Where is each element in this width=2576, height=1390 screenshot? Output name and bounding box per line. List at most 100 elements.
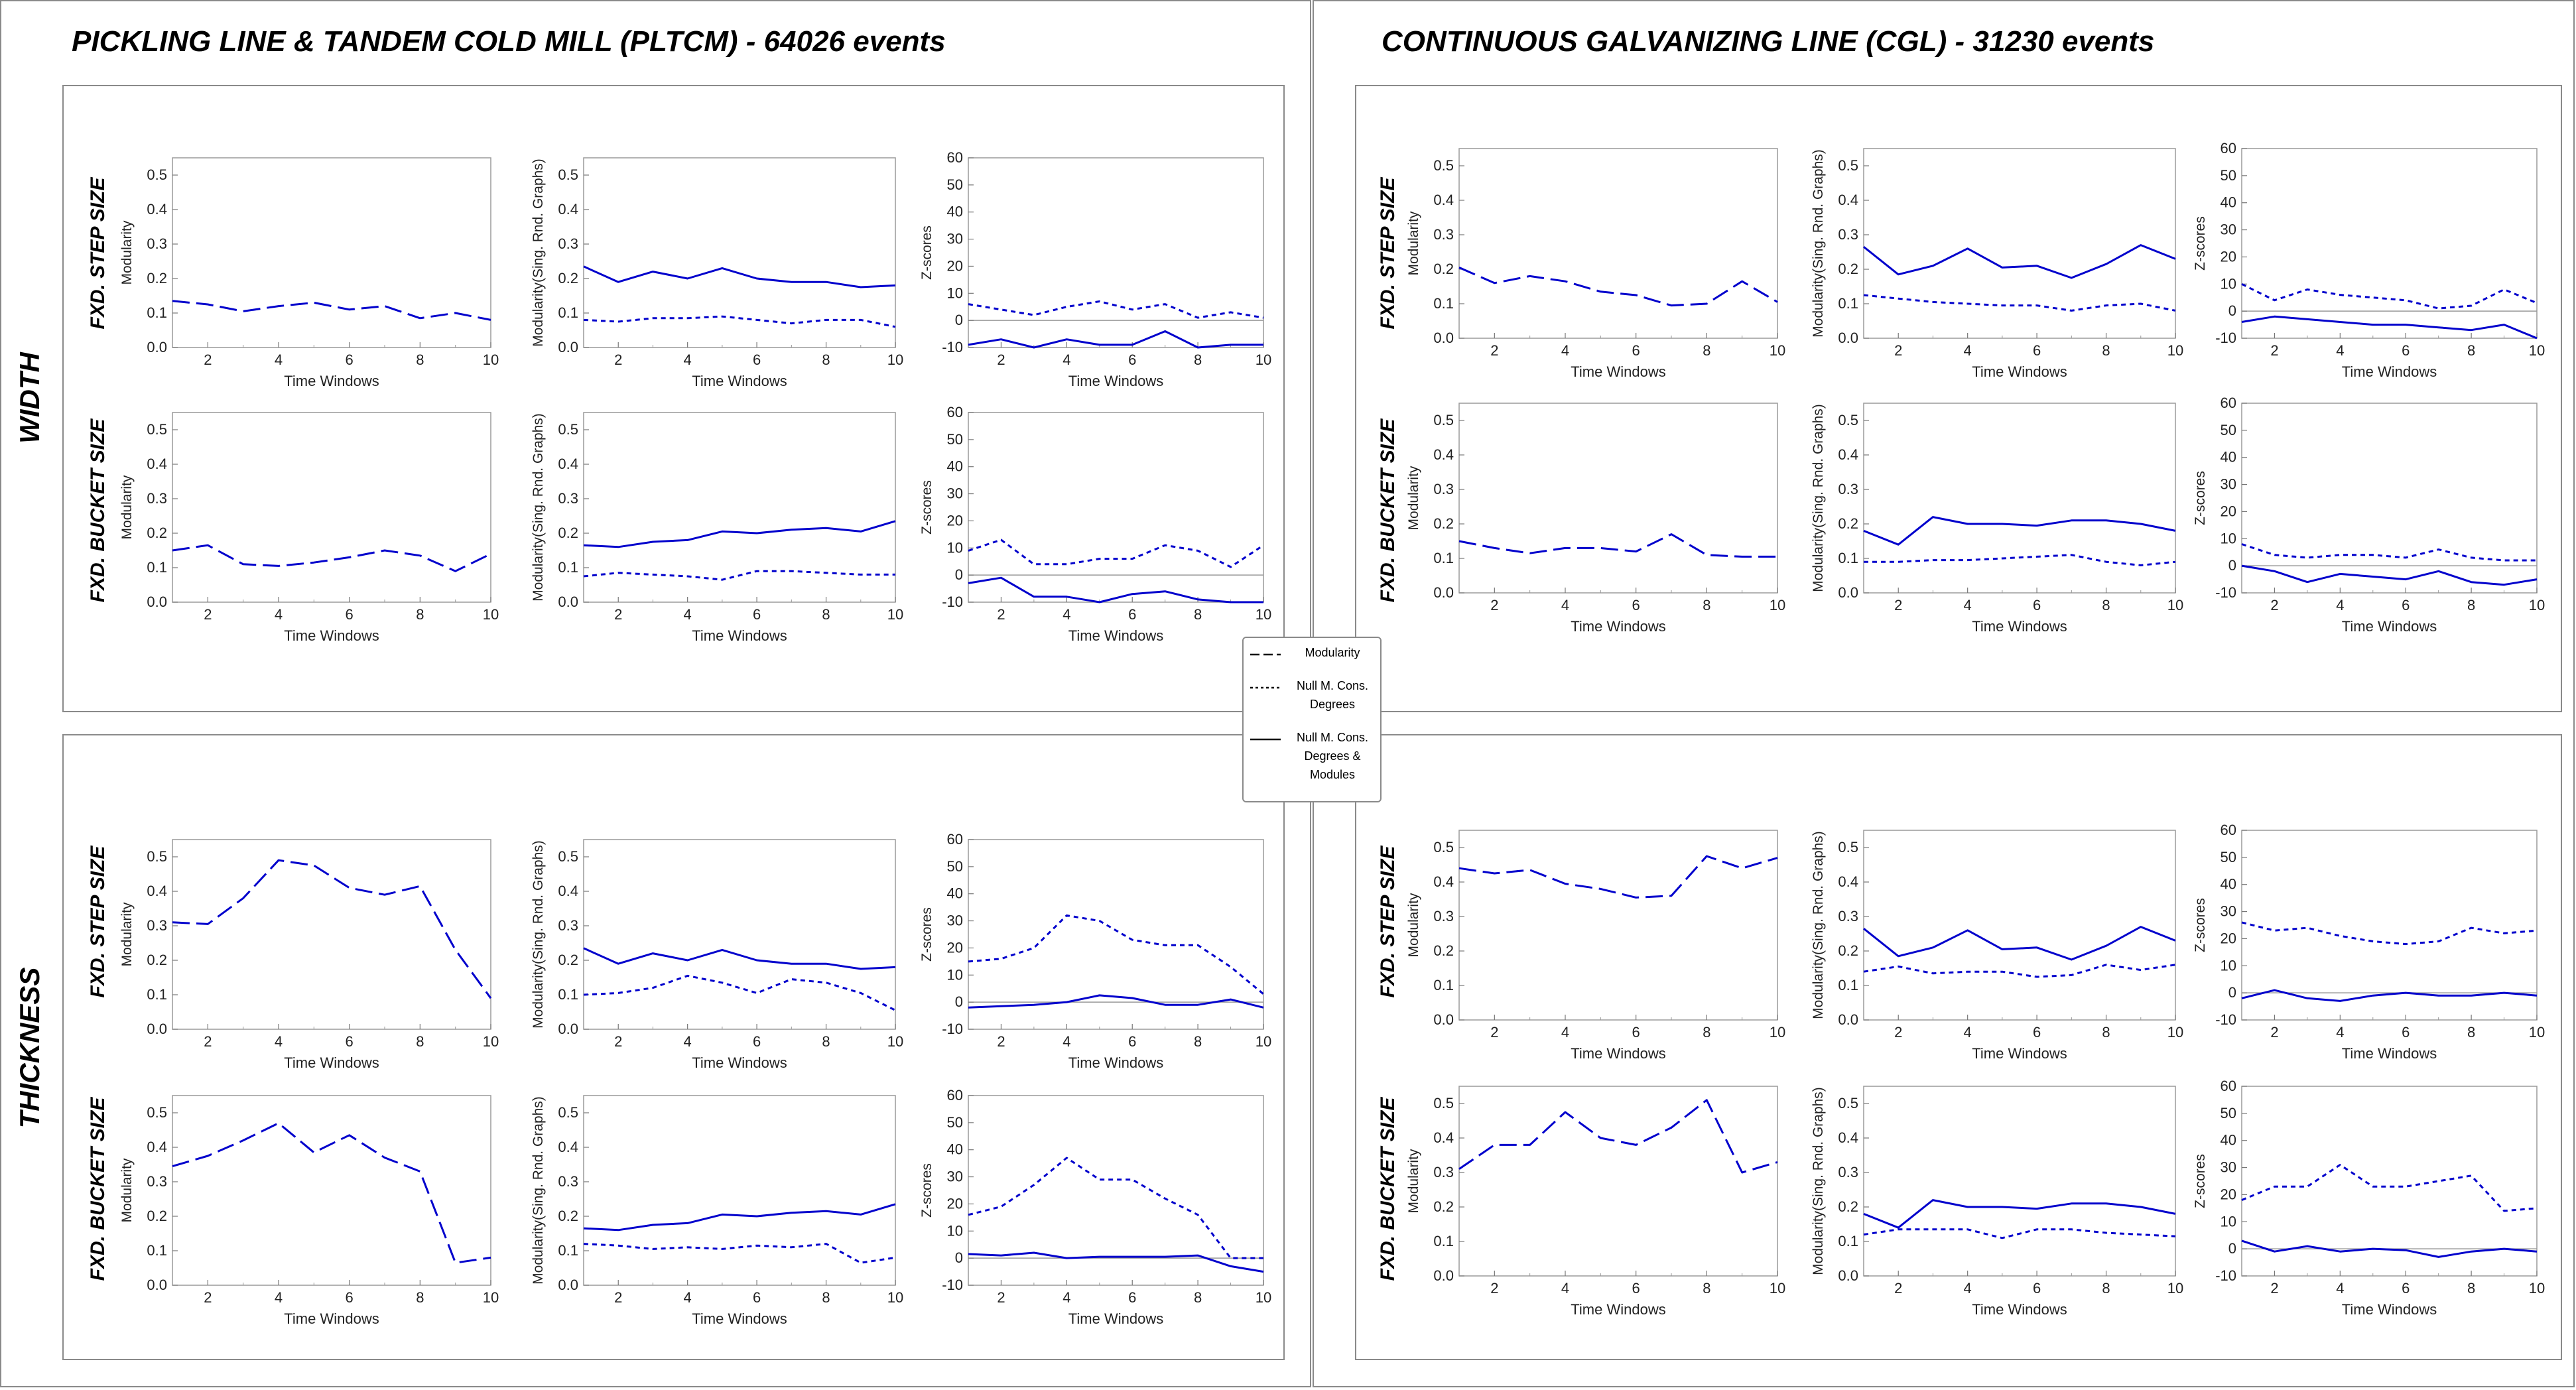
- series-line-solid: [583, 265, 896, 288]
- plot-frame: [172, 1095, 491, 1286]
- x-tick-label: 8: [2102, 597, 2110, 613]
- y-tick-label: 0: [955, 566, 963, 583]
- y-tick-label: 0.4: [147, 456, 167, 472]
- x-tick-label: 2: [1490, 342, 1498, 359]
- y-tick-label: 20: [947, 939, 963, 956]
- x-tick-label: 4: [684, 1289, 692, 1306]
- y-tick-label: -10: [2215, 1011, 2236, 1028]
- y-axis-label: Modularity(Sing. Rnd. Graphs): [1811, 831, 1826, 1019]
- x-tick-label: 10: [2167, 1024, 2183, 1041]
- x-tick-label: 10: [1256, 351, 1271, 368]
- x-tick-label: 4: [1063, 351, 1070, 368]
- y-tick-label: 0.5: [558, 166, 578, 183]
- plot-frame: [1458, 1086, 1778, 1277]
- x-tick-label: 8: [1194, 606, 1202, 623]
- y-axis-label: Modularity(Sing. Rnd. Graphs): [531, 413, 546, 601]
- y-tick-label: 0.0: [1433, 1267, 1454, 1284]
- plot-frame: [968, 412, 1264, 603]
- y-tick-label: 0.4: [1838, 446, 1858, 463]
- y-tick-label: 0.4: [1838, 1129, 1858, 1146]
- y-tick-label: 50: [947, 1114, 963, 1131]
- y-axis-label: Z-scores: [2193, 1154, 2208, 1208]
- y-tick-label: 0.5: [1433, 1095, 1454, 1111]
- x-tick-label: 2: [2270, 1024, 2278, 1041]
- y-tick-label: 0.1: [1838, 977, 1858, 993]
- x-tick-label: 10: [2167, 342, 2183, 359]
- y-tick-label: 0.3: [147, 490, 167, 507]
- y-tick-label: 0.0: [558, 339, 578, 355]
- x-tick-label: 8: [1194, 1289, 1202, 1306]
- y-tick-label: 0.1: [1433, 550, 1454, 566]
- y-tick-label: 0.3: [1433, 1164, 1454, 1180]
- y-tick-label: 60: [947, 1087, 963, 1104]
- y-tick-label: 60: [947, 831, 963, 848]
- series-line-solid: [968, 576, 1263, 603]
- y-tick-label: 0.0: [1433, 330, 1454, 346]
- y-tick-label: 0.0: [1838, 1267, 1858, 1284]
- plot-frame: [583, 157, 896, 348]
- x-tick-label: 10: [483, 1289, 499, 1306]
- y-tick-label: -10: [2215, 584, 2236, 601]
- y-tick-label: 40: [947, 204, 963, 220]
- x-tick-label: 8: [1703, 342, 1710, 359]
- y-tick-label: 0.5: [558, 421, 578, 438]
- series-line-dashed: [1458, 1099, 1778, 1174]
- x-axis-label: Time Windows: [1068, 373, 1163, 389]
- x-tick-label: 2: [614, 1289, 622, 1306]
- x-axis-label: Time Windows: [1571, 1301, 1665, 1318]
- y-tick-label: 0.5: [1838, 839, 1858, 855]
- y-tick-label: 0.3: [558, 917, 578, 934]
- series-line-dotted: [1863, 1228, 2176, 1239]
- x-tick-label: 10: [483, 351, 499, 368]
- y-tick-label: 0: [955, 993, 963, 1010]
- y-axis-label: Modularity: [119, 475, 135, 539]
- chart-pltcm-width-step-z: -10 0 10 20 30 40 50 60 2 4 6 8 10 Time Windows Z-scor…: [919, 149, 1271, 389]
- series-line-dotted: [968, 914, 1264, 995]
- y-tick-label: 0.0: [1433, 1011, 1454, 1028]
- y-tick-label: 60: [2221, 1078, 2236, 1094]
- x-tick-label: 4: [275, 606, 283, 623]
- y-tick-label: 0.2: [1433, 515, 1454, 532]
- y-axis-label: Z-scores: [919, 907, 934, 962]
- series-line-dotted: [2241, 921, 2538, 946]
- y-tick-label: 0.3: [147, 235, 167, 252]
- y-tick-label: 0.5: [1838, 1095, 1858, 1111]
- x-tick-label: 6: [2033, 342, 2041, 359]
- series-line-solid: [2241, 989, 2538, 1002]
- plot-frame: [172, 157, 491, 348]
- x-tick-label: 10: [887, 1033, 903, 1050]
- plot-frame: [2241, 830, 2538, 1021]
- x-tick-label: 2: [997, 606, 1005, 623]
- y-tick-label: 0.1: [147, 559, 167, 576]
- y-tick-label: 0: [955, 1249, 963, 1266]
- y-tick-label: 0.1: [147, 304, 167, 321]
- chart-cgl-thick-step-z: -10 0 10 20 30 40 50 60 2 4 6 8 10 Time Windows Z-scor…: [2193, 822, 2545, 1062]
- series-line-dashed: [1458, 533, 1777, 558]
- chart-pltcm-width-bucket-mod: 0.0 0.1 0.2 0.3 0.4 0.5 2 4 6 8 10 Time Windows Modu…: [119, 412, 499, 644]
- chart-pltcm-thick-step-z: -10 0 10 20 30 40 50 60 2 4 6 8 10 Time Windows Z-scor…: [919, 831, 1271, 1071]
- x-tick-label: 8: [822, 1289, 830, 1306]
- x-tick-label: 4: [684, 351, 692, 368]
- y-tick-label: 0.3: [1433, 226, 1454, 243]
- x-tick-label: 8: [416, 351, 424, 368]
- series-line-dashed: [172, 1122, 491, 1264]
- plot-frame: [1863, 1086, 2176, 1277]
- y-tick-label: 0.5: [147, 848, 167, 865]
- x-tick-label: 6: [2033, 1280, 2041, 1296]
- chart-pltcm-thick-step-null: 0.0 0.1 0.2 0.3 0.4 0.5 2 4 6 8 10 Time Windows Modu…: [531, 839, 903, 1071]
- y-tick-label: 20: [947, 1195, 963, 1212]
- x-tick-label: 8: [2467, 1280, 2475, 1296]
- y-tick-label: 0.4: [1838, 873, 1858, 890]
- plot-frame: [968, 839, 1264, 1030]
- series-line-solid: [968, 994, 1264, 1009]
- chart-cgl-width-bucket-null: 0.0 0.1 0.2 0.3 0.4 0.5 2 4 6 8 10 Time Windows Modu…: [1811, 403, 2183, 635]
- x-tick-label: 2: [2270, 1280, 2278, 1296]
- series-line-solid: [1863, 244, 2176, 279]
- series-line-solid: [583, 520, 896, 548]
- y-tick-label: 0.2: [147, 1208, 167, 1224]
- y-tick-label: 10: [2221, 1213, 2236, 1230]
- series-line-solid: [1863, 516, 2176, 546]
- y-tick-label: 60: [2221, 140, 2236, 157]
- y-axis-label: Modularity(Sing. Rnd. Graphs): [531, 840, 546, 1029]
